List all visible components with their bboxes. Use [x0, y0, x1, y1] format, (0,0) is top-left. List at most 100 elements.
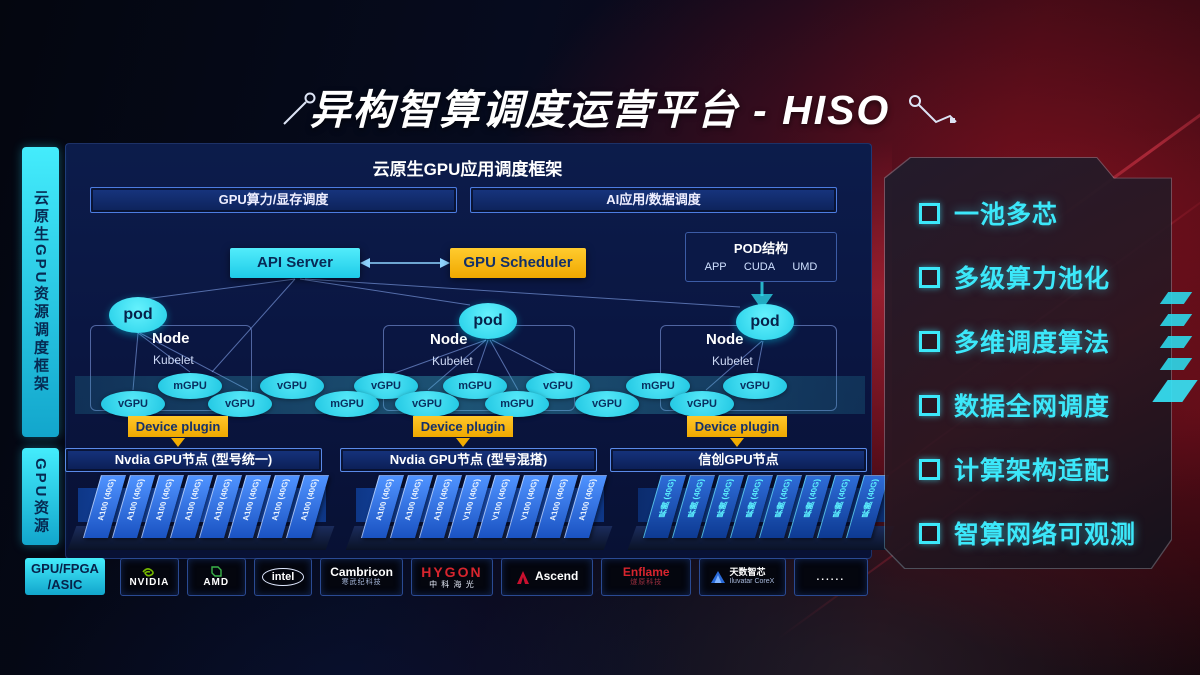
pod-ellipse-1: pod	[109, 297, 167, 333]
gpu-card-label: 昇腾 (40G)	[830, 479, 851, 518]
gpu-card-label: 昇腾 (40G)	[685, 479, 706, 518]
feature-item: 计算架构适配	[919, 452, 1110, 486]
gpu-scheduler-box: GPU Scheduler	[450, 248, 586, 278]
device-plugin-box: Device plugin	[413, 416, 513, 437]
down-arrow-icon	[171, 438, 185, 447]
gpu-card-label: 昇腾 (40G)	[859, 479, 880, 518]
gpu-card-label: A100 (40G)	[547, 479, 569, 521]
gpu-card-stack-1: A100 (40G) A100 (40G) A100 (40G) A100 (4…	[67, 470, 335, 556]
vendor-cambricon: Cambricon 寒武纪科技	[320, 558, 403, 596]
vendor-iluvatar: 天数智芯 Iluvatar CoreX	[699, 558, 786, 596]
feature-item: 数据全网调度	[919, 388, 1110, 422]
square-bullet-icon	[919, 394, 940, 416]
square-bullet-icon	[919, 330, 940, 352]
kubelet-label: Kubelet	[153, 353, 194, 367]
node-label: Node	[706, 331, 744, 348]
gpu-card-label: A100 (40G)	[95, 479, 117, 521]
pod-structure-box: POD结构 APP CUDA UMD	[685, 232, 837, 282]
vendor-hygon: HYGON 中 科 海 光	[410, 558, 494, 596]
device-plugin-box: Device plugin	[128, 416, 228, 437]
hardware-label-line2: /ASIC	[47, 576, 83, 592]
ai-data-scheduling-bar: AI应用/数据调度	[470, 187, 837, 213]
vendor-intel: intel	[253, 558, 313, 596]
gpu-ellipse: vGPU	[208, 391, 272, 417]
vendor-nvidia: NVIDIA	[120, 558, 179, 596]
framework-title: 云原生GPU应用调度框架	[372, 160, 563, 179]
circuit-decoration-right	[909, 95, 957, 124]
gpu-ellipse: vGPU	[395, 391, 459, 417]
intel-oval-logo: intel	[261, 567, 305, 587]
gpu-ellipse: mGPU	[315, 391, 379, 417]
kubelet-label: Kubelet	[432, 354, 473, 368]
down-arrow-icon	[730, 438, 744, 447]
gpu-ellipse: vGPU	[101, 391, 165, 417]
gpu-card-label: 昇腾 (40G)	[743, 479, 764, 518]
gpu-ellipse: vGPU	[575, 391, 639, 417]
square-bullet-icon	[919, 202, 940, 224]
sidebar-framework-label: 云原生GPU资源调度框架	[32, 190, 49, 394]
gpu-card-label: A100 (40G)	[269, 479, 291, 521]
gpu-card-label: 昇腾 (40G)	[714, 479, 735, 518]
gpu-card-label: A100 (40G)	[373, 479, 395, 521]
device-plugin-box: Device plugin	[687, 416, 787, 437]
gpu-card-label: 昇腾 (40G)	[656, 479, 677, 518]
kubelet-label: Kubelet	[712, 354, 753, 368]
gpu-card-label: V100 (40G)	[519, 479, 540, 521]
gpu-group-header-2: Nvdia GPU节点 (型号混搭)	[340, 448, 597, 472]
iluvatar-logo-icon	[710, 571, 725, 583]
gpu-ellipse: vGPU	[723, 373, 787, 399]
sidebar-resource-bar: GPU资源	[22, 448, 59, 545]
square-bullet-icon	[919, 266, 940, 288]
gpu-group-header-1: Nvdia GPU节点 (型号统一)	[65, 448, 322, 472]
pod-structure-title: POD结构	[733, 241, 789, 256]
gpu-card-label: A100 (40G)	[576, 479, 598, 521]
gpu-card-label: A100 (40G)	[124, 479, 146, 521]
gpu-card-label: 昇腾 (40G)	[801, 479, 822, 518]
circuit-decoration-left	[283, 92, 316, 125]
vendor-amd: AMD	[186, 558, 246, 596]
gpu-ellipse: mGPU	[158, 373, 222, 399]
feature-item: 智算网络可观测	[919, 516, 1136, 550]
node-label: Node	[430, 331, 468, 348]
gpu-card-label: A100 (40G)	[298, 479, 320, 521]
gpu-card-label: A100 (40G)	[431, 479, 453, 521]
gpu-card-label: 昇腾 (40G)	[772, 479, 793, 518]
nvidia-eye-icon	[142, 567, 155, 576]
down-arrow-icon	[456, 438, 470, 447]
gpu-card-label: A100 (40G)	[240, 479, 262, 521]
gpu-card-label: A100 (40G)	[211, 479, 233, 521]
feature-item: 一池多芯	[919, 196, 1058, 230]
gpu-card-stack-2: A100 (40G) A100 (40G) A100 (40G) V100 (4…	[345, 470, 613, 556]
hardware-label-box: GPU/FPGA /ASIC	[25, 558, 105, 595]
gpu-card-stack-3: 昇腾 (40G) 昇腾 (40G) 昇腾 (40G) 昇腾 (40G) 昇腾 (…	[627, 470, 895, 556]
square-bullet-icon	[919, 522, 940, 544]
gpu-group-header-3: 信创GPU节点	[610, 448, 867, 472]
page-title: 异构智算调度运营平台 - HISO	[309, 87, 891, 133]
vendor-row: NVIDIA AMD intel Cambricon 寒武纪科技 HYGON 中…	[120, 558, 869, 596]
pod-ellipse-2: pod	[459, 303, 517, 339]
hardware-label-line1: GPU/FPGA	[31, 560, 99, 576]
gpu-ellipse: vGPU	[670, 391, 734, 417]
vendor-enflame: Enflame 燧原科技	[601, 558, 692, 596]
node-label: Node	[152, 330, 190, 347]
feature-item: 多级算力池化	[919, 260, 1110, 294]
sidebar-framework-bar: 云原生GPU资源调度框架	[22, 147, 59, 437]
gpu-ellipse: vGPU	[260, 373, 324, 399]
pod-layer-cuda: CUDA	[743, 261, 776, 273]
gpu-card-label: V100 (40G)	[490, 479, 511, 521]
vendor-more: ......	[793, 558, 869, 596]
api-server-box: API Server	[230, 248, 360, 278]
pod-layer-umd: UMD	[792, 261, 818, 273]
feature-item: 多维调度算法	[919, 324, 1110, 358]
gpu-card-label: A100 (40G)	[153, 479, 175, 521]
feature-panel: 一池多芯 多级算力池化 多维调度算法 数据全网调度 计算架构适配 智算网络可观测	[885, 158, 1171, 568]
ascend-logo-icon	[516, 570, 529, 584]
pod-ellipse-3: pod	[736, 304, 794, 340]
square-bullet-icon	[919, 458, 940, 480]
gpu-card-label: V100 (40G)	[461, 479, 482, 521]
vendor-ascend: Ascend	[501, 558, 594, 596]
gpu-card-label: A100 (40G)	[402, 479, 424, 521]
pod-layer-app: APP	[704, 261, 727, 273]
node-box-1	[90, 325, 252, 411]
